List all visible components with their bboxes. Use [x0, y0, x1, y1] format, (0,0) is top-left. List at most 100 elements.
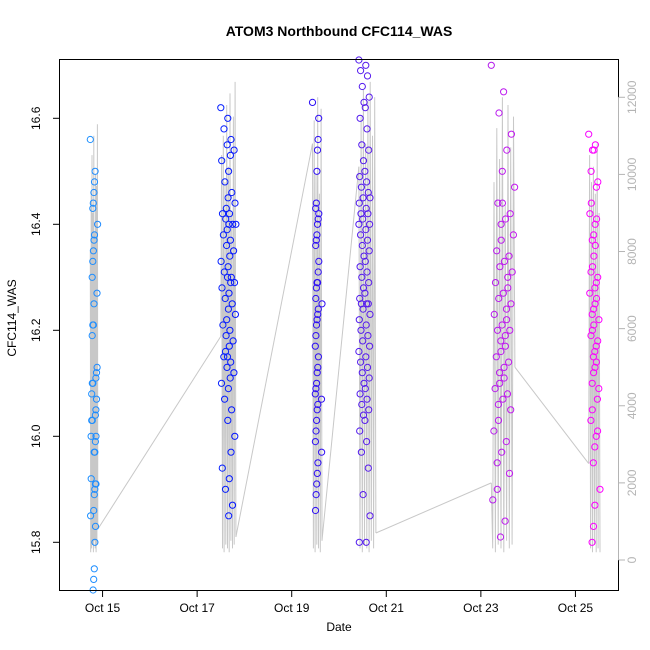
data-point	[228, 501, 237, 509]
data-point	[217, 379, 226, 387]
data-point	[315, 257, 323, 265]
altitude-trace-2	[220, 81, 237, 553]
data-point	[220, 125, 228, 133]
data-point	[591, 220, 599, 228]
data-point	[364, 332, 372, 340]
x-tick-label: Oct 17	[179, 601, 215, 615]
data-point	[365, 279, 373, 287]
data-point	[91, 167, 99, 175]
data-point	[501, 517, 509, 525]
data-point	[92, 374, 100, 382]
data-point	[590, 321, 598, 329]
data-point	[90, 236, 98, 244]
data-point	[87, 475, 95, 483]
x-tick-label: Oct 15	[85, 601, 121, 615]
data-point	[227, 135, 235, 144]
data-point	[496, 369, 504, 377]
data-point	[363, 72, 372, 80]
data-point	[357, 231, 365, 239]
data-point	[364, 300, 372, 308]
data-point	[312, 284, 320, 292]
data-point	[87, 432, 95, 440]
data-point	[86, 135, 94, 144]
data-point	[359, 305, 367, 313]
data-point	[365, 247, 373, 255]
data-point	[594, 178, 602, 186]
data-point	[505, 358, 513, 366]
data-point	[357, 183, 365, 191]
data-point	[362, 226, 370, 234]
data-point	[92, 395, 101, 403]
data-point	[223, 141, 231, 149]
altitude-connector-3	[321, 166, 360, 541]
data-point	[497, 220, 505, 228]
data-point	[223, 241, 231, 250]
data-point	[363, 178, 371, 186]
data-point	[358, 141, 366, 149]
data-point	[221, 485, 230, 493]
data-point	[311, 342, 319, 350]
data-point	[92, 369, 101, 377]
data-point	[502, 305, 511, 313]
data-point	[356, 114, 364, 122]
data-point	[314, 305, 322, 313]
data-point	[220, 353, 228, 361]
data-point	[590, 369, 598, 377]
data-point	[497, 347, 505, 356]
data-point	[365, 146, 373, 154]
data-point	[313, 416, 321, 424]
data-point	[358, 369, 366, 377]
data-point	[223, 353, 232, 361]
data-point	[90, 231, 99, 239]
data-point	[356, 427, 364, 435]
data-point	[364, 210, 372, 218]
data-point	[355, 199, 363, 207]
data-point	[588, 326, 597, 334]
data-point	[591, 284, 599, 292]
data-point	[499, 395, 507, 403]
data-point	[90, 506, 98, 515]
altitude-connector-5	[514, 366, 590, 464]
data-point	[359, 157, 368, 165]
data-point	[313, 279, 321, 287]
data-point	[503, 316, 511, 324]
data-point	[91, 485, 99, 493]
y2-tick-label: 4000	[625, 392, 639, 419]
data-point	[498, 199, 506, 207]
data-point	[231, 432, 239, 440]
data-point	[89, 199, 97, 207]
data-point	[355, 538, 363, 546]
data-point	[358, 400, 366, 409]
data-point	[505, 469, 514, 477]
data-point	[229, 337, 237, 345]
x-axis-label: Date	[326, 620, 352, 634]
data-point	[311, 390, 319, 398]
altitude-lines	[89, 81, 601, 553]
data-point	[493, 459, 501, 467]
data-point	[360, 379, 368, 387]
data-point	[218, 210, 227, 218]
data-point	[221, 294, 229, 303]
data-point	[318, 448, 326, 456]
data-point	[588, 236, 596, 244]
data-point	[313, 316, 321, 324]
data-point	[88, 416, 96, 424]
data-point	[229, 220, 237, 228]
data-point	[314, 459, 322, 467]
data-point	[221, 178, 229, 186]
data-point	[312, 204, 320, 212]
data-point	[313, 469, 321, 477]
data-point	[312, 321, 321, 329]
data-point	[225, 342, 233, 350]
data-point	[356, 263, 364, 271]
y-tick-label: 16.0	[29, 424, 43, 448]
data-point	[219, 321, 227, 329]
data-point	[91, 411, 100, 419]
data-point	[494, 199, 502, 207]
data-point	[223, 316, 231, 324]
data-point	[490, 310, 498, 318]
data-point	[589, 353, 598, 361]
data-point	[89, 257, 97, 265]
data-point	[226, 374, 234, 382]
data-point	[592, 432, 600, 440]
